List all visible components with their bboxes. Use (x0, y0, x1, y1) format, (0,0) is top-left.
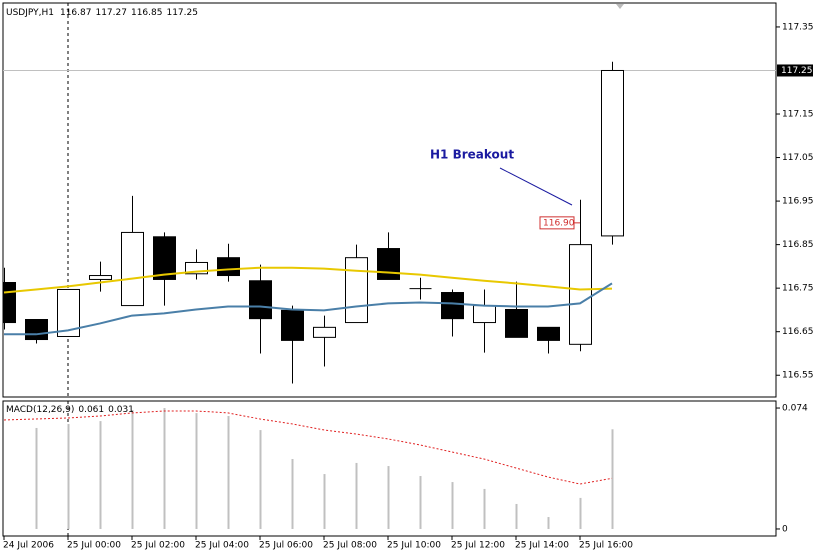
candle-body (281, 309, 304, 341)
x-tick-label: 25 Jul 02:00 (131, 541, 185, 550)
candle-body (505, 308, 528, 338)
axes: 116.55 116.65 116.75 116.85 116.95 117.05 117.… (3, 22, 814, 550)
moving-average (3, 266, 613, 294)
candle-body (153, 236, 176, 280)
y-tick-label: 117.35 (782, 22, 814, 32)
macd-value: 0.061 (78, 405, 104, 415)
candle-body (601, 69, 624, 237)
annotation-arrow (499, 167, 573, 206)
annotation: H1 Breakout (430, 148, 514, 162)
macd-plot (3, 401, 614, 536)
signal-value: 0.031 (108, 405, 134, 415)
y-tick-label: 116.65 (782, 327, 814, 337)
candle-body (25, 319, 48, 341)
x-tick-label: 25 Jul 10:00 (387, 541, 441, 550)
x-tick-label: 25 Jul 16:00 (579, 541, 633, 550)
y-tick-label: 116.55 (782, 371, 814, 381)
high-value: 117.27 (95, 8, 127, 18)
main-frame (2, 2, 777, 398)
close-value: 117.25 (166, 8, 198, 18)
x-tick-label: 25 Jul 06:00 (259, 541, 313, 550)
macd-frame (2, 400, 777, 537)
candle-body (185, 261, 208, 275)
symbol: USDJPY,H1 (6, 8, 54, 18)
y-tick-label: 117.15 (782, 110, 814, 120)
candle-body (89, 275, 112, 280)
y-tick-label: 0 (782, 524, 788, 534)
candle-body (345, 257, 368, 324)
candle-body (249, 280, 272, 320)
candle-body (121, 231, 144, 307)
x-tick-label: 25 Jul 00:00 (67, 541, 121, 550)
low-value: 116.85 (131, 8, 163, 18)
x-tick-label: 24 Jul 2006 (3, 541, 54, 550)
price-label: 116.90 (543, 218, 575, 228)
y-tick-label: 116.95 (782, 197, 814, 207)
shift-marker (616, 4, 624, 9)
candle-body (377, 248, 400, 280)
bid-label-box (777, 64, 813, 77)
candle-body (441, 292, 464, 320)
candle-body (537, 326, 560, 341)
moving-average (4, 282, 613, 336)
candle-body (313, 326, 336, 338)
main-plot: 116.90 (3, 3, 776, 397)
x-tick-label: 25 Jul 12:00 (451, 541, 505, 550)
y-tick-label: 117.05 (782, 153, 814, 163)
candle-body (217, 257, 240, 277)
y-tick-label: 116.85 (782, 240, 814, 250)
x-tick-label: 25 Jul 14:00 (515, 541, 569, 550)
bid-label: 117.25 (781, 66, 813, 76)
y-tick-label: 116.75 (782, 284, 814, 294)
macd-title: MACD(12,26,9) (6, 405, 74, 415)
header: USDJPY,H1 116.87 117.27 116.85 117.25 (6, 8, 198, 18)
y-tick-label: 0.074 (782, 404, 808, 414)
x-tick-label: 25 Jul 08:00 (323, 541, 377, 550)
x-tick-label: 25 Jul 04:00 (195, 541, 249, 550)
signal-line (3, 410, 613, 485)
open-value: 116.87 (60, 8, 92, 18)
macd-header: MACD(12,26,9) 0.061 0.031 (6, 405, 134, 415)
candle-body (473, 305, 496, 324)
candle-body (569, 244, 592, 345)
candle-body (57, 288, 80, 337)
